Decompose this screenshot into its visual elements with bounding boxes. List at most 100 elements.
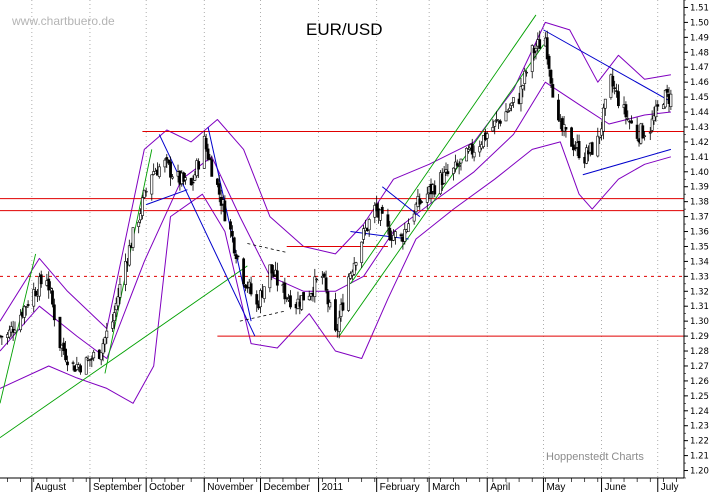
candle-body-73 xyxy=(191,181,195,184)
y-tick-label-5: 1.25 xyxy=(690,392,709,402)
x-tick-label-10: June xyxy=(605,482,627,492)
y-tick-label-0: 1.20 xyxy=(690,467,709,477)
candle-body-254 xyxy=(665,88,669,93)
bollinger-middle-line xyxy=(0,81,671,359)
candle-body-27 xyxy=(71,362,75,364)
trend-line-0 xyxy=(158,134,256,337)
candle-body-91 xyxy=(236,255,240,258)
candle-body-38 xyxy=(99,352,103,361)
candle-body-130 xyxy=(339,304,343,317)
candle-body-146 xyxy=(380,206,384,214)
candle-body-83 xyxy=(217,183,221,195)
candle-body-231 xyxy=(603,98,607,109)
y-tick-label-9: 1.29 xyxy=(690,332,709,342)
candle-body-184 xyxy=(482,135,485,147)
candle-body-233 xyxy=(611,75,615,87)
x-tick-label-9: May xyxy=(546,482,565,492)
candle-body-22 xyxy=(58,316,62,349)
candle-body-152 xyxy=(399,234,403,237)
candle-body-196 xyxy=(512,97,515,103)
candle-body-15 xyxy=(37,276,41,297)
candle-body-117 xyxy=(307,295,311,300)
x-tick-label-11: July xyxy=(661,482,679,492)
candle-body-9 xyxy=(22,306,26,318)
candle-body-194 xyxy=(508,107,512,111)
candle-body-226 xyxy=(590,142,594,155)
candle-body-161 xyxy=(420,201,424,203)
candle-body-87 xyxy=(229,221,232,230)
candle-body-192 xyxy=(504,111,508,122)
y-tick-label-2: 1.22 xyxy=(690,437,709,447)
candle-body-219 xyxy=(573,147,577,150)
channel-layer xyxy=(0,14,544,439)
candle-body-1 xyxy=(0,335,4,338)
candle-body-175 xyxy=(457,165,461,167)
candle-body-170 xyxy=(444,169,448,173)
candle-body-227 xyxy=(596,135,600,157)
candle-body-187 xyxy=(491,127,495,132)
x-tick-label-8: April xyxy=(490,482,510,492)
candle-body-172 xyxy=(452,167,455,174)
candle-body-238 xyxy=(624,104,628,118)
candle-body-12 xyxy=(32,289,36,307)
candle-body-86 xyxy=(223,200,227,222)
candle-body-210 xyxy=(549,69,553,84)
candle-body-241 xyxy=(630,120,633,124)
y-tick-label-26: 1.46 xyxy=(690,78,709,88)
y-tick-label-16: 1.36 xyxy=(690,228,709,238)
x-tick-label-4: December xyxy=(263,482,310,492)
candle-body-6 xyxy=(13,329,17,333)
bollinger-lower-line xyxy=(0,141,672,404)
candle-body-182 xyxy=(478,146,482,153)
candle-body-43 xyxy=(112,312,116,321)
candle-body-199 xyxy=(521,85,525,90)
candle-body-209 xyxy=(547,55,551,69)
candle-body-129 xyxy=(337,317,341,332)
candle-body-201 xyxy=(525,71,528,74)
candle-body-202 xyxy=(530,45,534,72)
candle-body-223 xyxy=(585,147,588,164)
candle-body-106 xyxy=(275,270,279,286)
candle-body-10 xyxy=(24,306,28,308)
candle-body-96 xyxy=(249,283,253,295)
bollinger-layer xyxy=(0,21,672,404)
candle-body-176 xyxy=(459,158,463,164)
y-tick-label-13: 1.33 xyxy=(690,272,709,282)
candle-body-147 xyxy=(386,214,390,227)
candle-body-45 xyxy=(116,296,120,307)
level-layer xyxy=(0,130,684,337)
candle-body-80 xyxy=(208,158,212,160)
candle-body-51 xyxy=(131,227,135,248)
candle-body-61 xyxy=(157,166,161,177)
y-tick-label-8: 1.28 xyxy=(690,347,709,357)
candle-body-31 xyxy=(79,365,82,373)
candle-body-239 xyxy=(626,118,630,120)
candle-body-145 xyxy=(379,209,382,221)
candle-body-245 xyxy=(641,125,645,139)
candle-body-63 xyxy=(165,157,169,160)
candle-body-26 xyxy=(66,361,69,366)
dashed-trend-line-0 xyxy=(239,310,287,322)
candle-body-7 xyxy=(19,314,23,331)
y-tick-label-30: 1.50 xyxy=(690,18,709,28)
candle-body-103 xyxy=(270,264,274,274)
candle-body-229 xyxy=(600,128,603,136)
candle-body-125 xyxy=(326,291,330,305)
candle-body-116 xyxy=(302,292,305,301)
candle-body-236 xyxy=(617,91,620,107)
candle-body-20 xyxy=(51,290,54,305)
candle-body-79 xyxy=(206,148,210,160)
y-tick-label-28: 1.48 xyxy=(690,48,709,58)
candle-body-228 xyxy=(598,136,602,139)
y-tick-label-3: 1.23 xyxy=(690,422,709,432)
candle-body-217 xyxy=(570,127,573,147)
candle-body-74 xyxy=(193,174,197,181)
y-tick-label-23: 1.43 xyxy=(690,123,709,133)
candle-body-111 xyxy=(289,295,292,308)
candle-body-135 xyxy=(352,262,356,275)
candle-body-143 xyxy=(375,203,379,212)
x-tick-label-2: October xyxy=(149,482,185,492)
y-tick-label-20: 1.40 xyxy=(690,168,709,178)
candle-body-3 xyxy=(7,329,11,338)
y-tick-label-14: 1.34 xyxy=(690,257,709,267)
